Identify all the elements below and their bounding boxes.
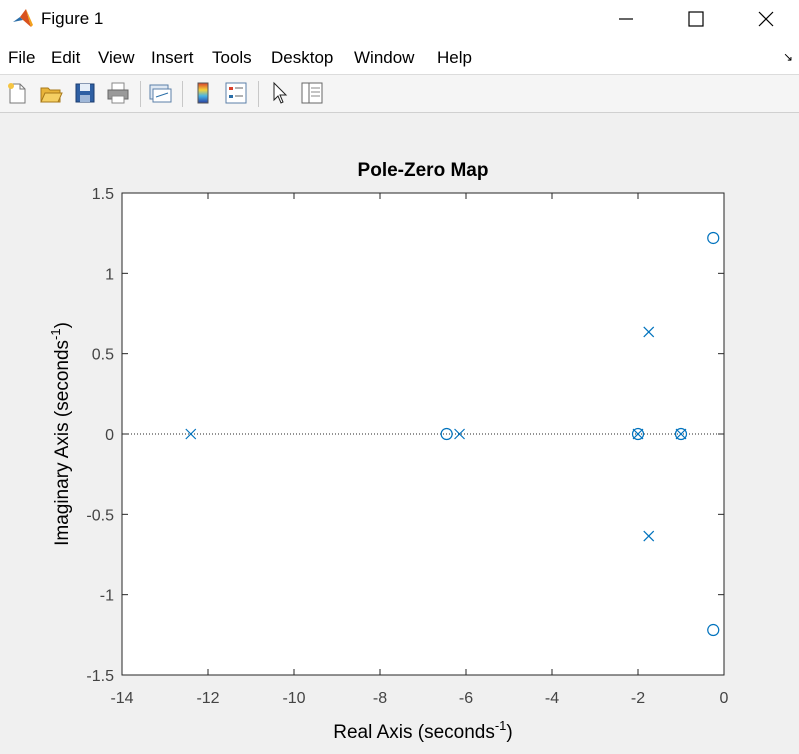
- pole-marker[interactable]: [185, 428, 197, 440]
- x-tick-label: -2: [631, 690, 645, 707]
- y-tick-label: -1: [100, 588, 114, 605]
- pole-marker[interactable]: [643, 326, 655, 338]
- new-figure-icon[interactable]: [4, 80, 30, 106]
- menu-help[interactable]: Help: [437, 48, 472, 67]
- y-tick-label: -0.5: [86, 507, 114, 524]
- window-title: Figure 1: [41, 9, 104, 28]
- menu-view[interactable]: View: [98, 48, 135, 67]
- matlab-logo-icon: [11, 7, 35, 31]
- zero-marker[interactable]: [440, 427, 453, 441]
- zero-marker[interactable]: [674, 427, 688, 441]
- insert-legend-icon[interactable]: [223, 80, 249, 106]
- x-tick-label: -12: [196, 690, 219, 707]
- zero-marker[interactable]: [707, 231, 720, 245]
- y-tick-label: 0.5: [92, 347, 114, 364]
- y-tick-label: 0: [105, 427, 114, 444]
- toolbar-separator: [258, 81, 259, 107]
- menu-file[interactable]: File: [8, 48, 36, 67]
- toolbar-separator: [182, 81, 183, 107]
- x-tick-label: -8: [373, 690, 387, 707]
- menu-desktop[interactable]: Desktop: [271, 48, 334, 67]
- zero-marker[interactable]: [631, 427, 645, 441]
- menu-edit[interactable]: Edit: [51, 48, 81, 67]
- pole-marker[interactable]: [454, 428, 465, 440]
- save-icon[interactable]: [72, 80, 98, 106]
- menu-bar: File Edit View Insert Tools Desktop Wind…: [0, 38, 799, 75]
- property-inspector-icon[interactable]: [299, 80, 325, 106]
- edit-plot-pointer-icon[interactable]: [266, 80, 292, 106]
- toolbar-separator: [140, 81, 141, 107]
- chart-title: Pole-Zero Map: [358, 160, 489, 181]
- pole-zero-chart: Pole-Zero Map -14 -12 -10 -8 -6 -4 -2 0 1.5 1 0.5 0…: [48, 160, 729, 743]
- minimize-icon: [619, 18, 633, 20]
- x-tick-label: -6: [459, 690, 473, 707]
- pole-marker[interactable]: [675, 428, 687, 440]
- dock-arrow-icon[interactable]: ↘: [782, 50, 793, 64]
- open-file-icon[interactable]: [38, 80, 64, 106]
- menu-tools[interactable]: Tools: [212, 48, 252, 67]
- x-axis-label: Real Axis (seconds-1): [333, 718, 512, 743]
- pole-marker[interactable]: [632, 428, 644, 440]
- minimize-button[interactable]: [591, 0, 661, 38]
- insert-colorbar-icon[interactable]: [190, 80, 216, 106]
- y-tick-label: 1.5: [92, 186, 114, 203]
- menu-insert[interactable]: Insert: [151, 48, 194, 67]
- maximize-icon: [688, 11, 704, 27]
- menu-window[interactable]: Window: [354, 48, 415, 67]
- y-tick-label: -1.5: [86, 668, 114, 685]
- x-tick-label: -10: [282, 690, 305, 707]
- print-icon[interactable]: [105, 80, 131, 106]
- zero-marker[interactable]: [707, 623, 720, 637]
- figure-canvas: Pole-Zero Map -14 -12 -10 -8 -6 -4 -2 0 1.5 1 0.5 0…: [0, 113, 799, 754]
- close-icon: [758, 11, 774, 27]
- x-tick-label: -14: [110, 690, 133, 707]
- maximize-button[interactable]: [661, 0, 731, 38]
- x-tick-label: -4: [545, 690, 559, 707]
- y-axis-label: Imaginary Axis (seconds-1): [48, 322, 73, 546]
- x-tick-label: 0: [720, 690, 729, 707]
- link-plot-icon[interactable]: [147, 80, 173, 106]
- title-bar: Figure 1: [0, 0, 799, 38]
- close-button[interactable]: [731, 0, 799, 38]
- pole-marker[interactable]: [643, 530, 655, 542]
- figure-toolbar: [0, 75, 799, 113]
- y-tick-label: 1: [105, 266, 114, 283]
